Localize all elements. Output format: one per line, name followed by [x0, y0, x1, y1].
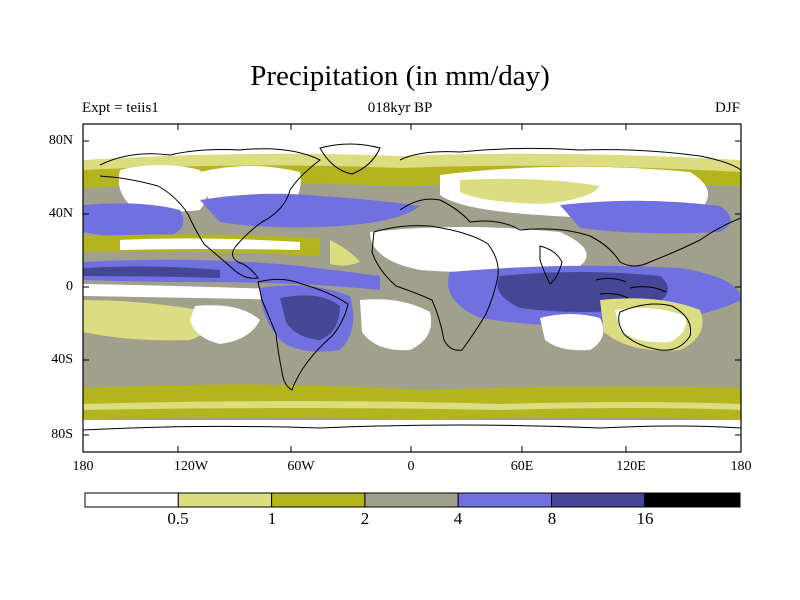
coast-australia [618, 303, 692, 351]
colorbar-swatch [457, 492, 553, 508]
colorbar-label: 16 [636, 509, 654, 528]
convection-amazon-core [280, 295, 340, 340]
x-tick-label: 180 [72, 459, 94, 474]
dry-sahara [370, 227, 587, 273]
coast-maritime-continent [595, 277, 667, 299]
y-tick-label: 80N [48, 133, 73, 148]
light-south-pacific [83, 300, 208, 341]
colorbar-swatch [644, 492, 741, 508]
x-tick-label: 60W [287, 459, 315, 474]
light-north-atlantic-subtrop [330, 240, 360, 266]
colorbar [84, 492, 741, 508]
colorbar-label: 8 [547, 509, 557, 528]
x-tick-label: 60E [510, 459, 534, 474]
band-subtrop-north-dry [120, 238, 300, 250]
y-tick-label: 40N [48, 206, 73, 221]
coast-north-america [99, 148, 321, 279]
colorbar-label: 4 [453, 509, 463, 528]
x-tick-label: 120E [616, 459, 646, 474]
storm-track-atlantic [200, 193, 420, 228]
dry-north-america-west [118, 165, 208, 212]
coast-greenland [319, 143, 381, 175]
light-eurasia [460, 178, 600, 204]
y-tick-label: 80S [51, 427, 73, 442]
x-tick-label: 0 [407, 459, 415, 474]
dry-south-indian [540, 314, 604, 351]
band-southern-ocean-light [83, 401, 741, 410]
coast-africa [371, 225, 499, 351]
coastlines [83, 143, 741, 431]
coast-europe-asia [399, 147, 741, 267]
storm-track-pacific [83, 203, 184, 238]
storm-track-nw-pacific [560, 200, 731, 234]
coast-india [539, 245, 563, 285]
dry-equatorial-pacific [83, 284, 300, 300]
colorbar-swatch [84, 492, 179, 508]
x-tick-label: 180 [730, 459, 752, 474]
dry-australia [615, 308, 686, 343]
experiment-label: Expt = teiis1 [82, 100, 159, 116]
season-label: DJF [714, 100, 740, 116]
colorbar-swatch [177, 492, 273, 508]
colorbar-swatch [364, 492, 459, 508]
y-tick-label: 40S [51, 352, 73, 367]
x-tick-label: 120W [173, 459, 209, 474]
dry-south-east-pacific [190, 305, 260, 344]
precipitation-field [83, 124, 741, 452]
colorbar-swatch [271, 492, 366, 508]
y-tick-label: 0 [66, 279, 73, 294]
colorbar-label: 0.5 [167, 509, 189, 528]
colorbar-label: 2 [360, 509, 370, 528]
dry-south-atlantic [360, 299, 432, 351]
coast-antarctica [83, 424, 741, 431]
time-label: 018kyr BP [367, 100, 433, 116]
axis-ticks [82, 124, 742, 452]
coast-south-america [257, 278, 349, 391]
map-frame [82, 123, 742, 453]
plot-title: Precipitation (in mm/day) [250, 60, 550, 92]
itcz-pacific-core [83, 266, 220, 278]
colorbar-label: 1 [267, 509, 277, 528]
colorbar-swatch [551, 492, 646, 508]
band-antarctic-dry [83, 420, 741, 452]
